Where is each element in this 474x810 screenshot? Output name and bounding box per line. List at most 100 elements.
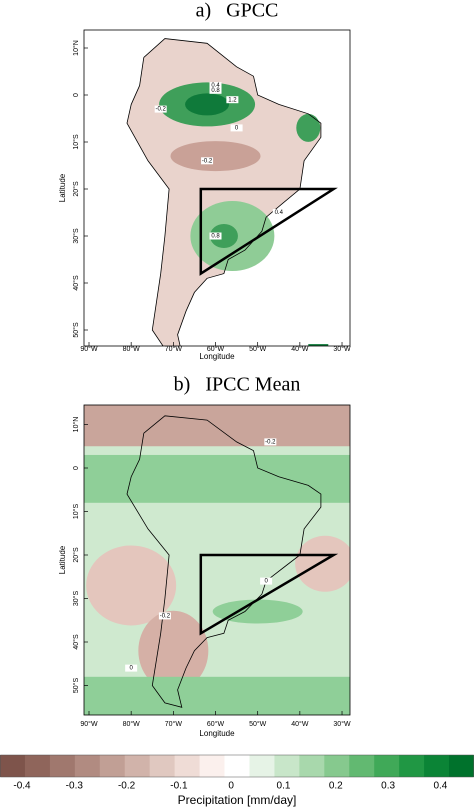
- x-tick-label: 60°W: [207, 720, 225, 728]
- contour-label-bg: [209, 86, 222, 94]
- y-tick-label: 20°S: [72, 547, 80, 563]
- contour-label: 0.4: [211, 83, 220, 89]
- contour-label-bg: [209, 82, 222, 90]
- colorbar-swatch: [449, 755, 474, 777]
- y-tick-label: 40°S: [72, 275, 80, 291]
- x-tick-label: 40°W: [291, 720, 309, 728]
- contour-label: -0.2: [160, 613, 171, 619]
- contour-label-bg: [154, 105, 167, 113]
- y-tick-label: 10°S: [72, 134, 80, 150]
- x-tick-label: 60°W: [207, 345, 225, 353]
- x-tick-label: 40°W: [291, 345, 309, 353]
- colorbar-swatch: [99, 755, 126, 777]
- colorbar-swatch: [49, 755, 76, 777]
- map: [84, 405, 350, 715]
- panel-title: b) IPCC Mean: [174, 374, 301, 396]
- colorbar-tick-label: 0.4: [433, 781, 447, 792]
- colorbar-swatch: [174, 755, 201, 777]
- colorbar-swatch: [299, 755, 325, 777]
- wet-core: [185, 93, 230, 116]
- y-tick-label: 10°N: [72, 40, 80, 56]
- y-tick-label: 30°S: [72, 228, 80, 244]
- colorbar-swatch: [199, 755, 226, 777]
- x-axis-label: Longitude: [199, 729, 235, 738]
- dry-band: [84, 405, 350, 447]
- y-tick-label: 40°S: [72, 634, 80, 650]
- contour-label: 0: [129, 666, 133, 672]
- contour-label-bg: [158, 612, 171, 620]
- colorbar-swatch: [374, 755, 400, 777]
- colorbar-swatch: [74, 755, 101, 777]
- contour-label: -0.2: [202, 158, 213, 164]
- colorbar-tick-label: 0.3: [381, 781, 395, 792]
- map: [126, 38, 338, 346]
- x-tick-label: 50°W: [249, 720, 267, 728]
- x-tick-label: 80°W: [123, 345, 141, 353]
- contour-label: 0: [235, 125, 239, 131]
- x-tick-label: 70°W: [165, 720, 183, 728]
- contour-label-bg: [125, 664, 138, 672]
- colorbar-swatch: [424, 755, 450, 777]
- colorbar-swatch: [0, 755, 26, 777]
- y-axis-label: Latitude: [58, 545, 67, 574]
- dry-anomaly: [86, 545, 177, 626]
- wet-core: [209, 224, 238, 248]
- contour-label: -0.2: [265, 439, 276, 445]
- region-box: [199, 187, 338, 276]
- colorbar-swatch: [224, 755, 250, 777]
- colorbar-tick-label: 0: [228, 781, 234, 792]
- contour-label-bg: [260, 577, 273, 585]
- colorbar-swatch: [349, 755, 375, 777]
- colorbar-tick-label: 0.1: [277, 781, 291, 792]
- contour-label-bg: [226, 96, 239, 104]
- colorbar-swatch: [399, 755, 425, 777]
- contour-label: 0.8: [211, 88, 220, 94]
- y-tick-label: 0: [73, 93, 80, 97]
- colorbar-tick-label: -0.3: [66, 781, 84, 792]
- contour-label-bg: [201, 157, 214, 165]
- map-frame: [83, 29, 351, 347]
- map-frame: [83, 404, 351, 716]
- colorbar-swatch: [24, 755, 51, 777]
- colorbar-swatch: [324, 755, 350, 777]
- wet-band: [84, 454, 350, 503]
- wet-band: [84, 676, 350, 715]
- contour-label-bg: [209, 232, 222, 240]
- y-tick-label: 0: [73, 466, 80, 470]
- y-tick-label: 30°S: [72, 591, 80, 607]
- contour-label: 0.8: [211, 234, 220, 240]
- x-tick-label: 90°W: [80, 345, 98, 353]
- y-tick-label: 10°S: [72, 504, 80, 520]
- contour-label-bg: [264, 438, 277, 446]
- dry-anomaly: [295, 535, 350, 592]
- colorbar-tick-label: -0.2: [118, 781, 136, 792]
- colorbar-swatch: [274, 755, 300, 777]
- x-tick-label: 30°W: [333, 345, 351, 353]
- colorbar-swatch: [249, 755, 275, 777]
- dry-anomaly: [138, 610, 209, 691]
- x-tick-label: 90°W: [80, 720, 98, 728]
- coastline: [126, 415, 322, 708]
- region-box: [199, 553, 339, 636]
- contour-label: 0.4: [275, 210, 284, 216]
- contour-label: 0: [264, 579, 268, 585]
- x-tick-label: 30°W: [333, 720, 351, 728]
- wet-cell: [308, 344, 329, 346]
- contour-label: 1.2: [228, 97, 237, 103]
- x-tick-label: 70°W: [165, 345, 183, 353]
- contour-label-bg: [230, 124, 243, 132]
- contour-label-bg: [272, 209, 285, 216]
- colorbar-tick-label: -0.1: [170, 781, 188, 792]
- wet-anomaly: [296, 113, 321, 142]
- colorbar-label: Precipitation [mm/day]: [178, 793, 297, 807]
- y-tick-label: 50°S: [72, 322, 80, 338]
- coastline: [126, 38, 322, 346]
- y-axis-label: Latitude: [58, 173, 67, 202]
- colorbar-tick-label: 0.2: [329, 781, 343, 792]
- colorbar-tick-label: -0.4: [13, 781, 31, 792]
- x-tick-label: 80°W: [123, 720, 141, 728]
- dry-anomaly: [170, 141, 261, 172]
- y-tick-label: 10°N: [72, 417, 80, 433]
- contour-label: -0.2: [156, 107, 167, 113]
- colorbar-swatch: [124, 755, 151, 777]
